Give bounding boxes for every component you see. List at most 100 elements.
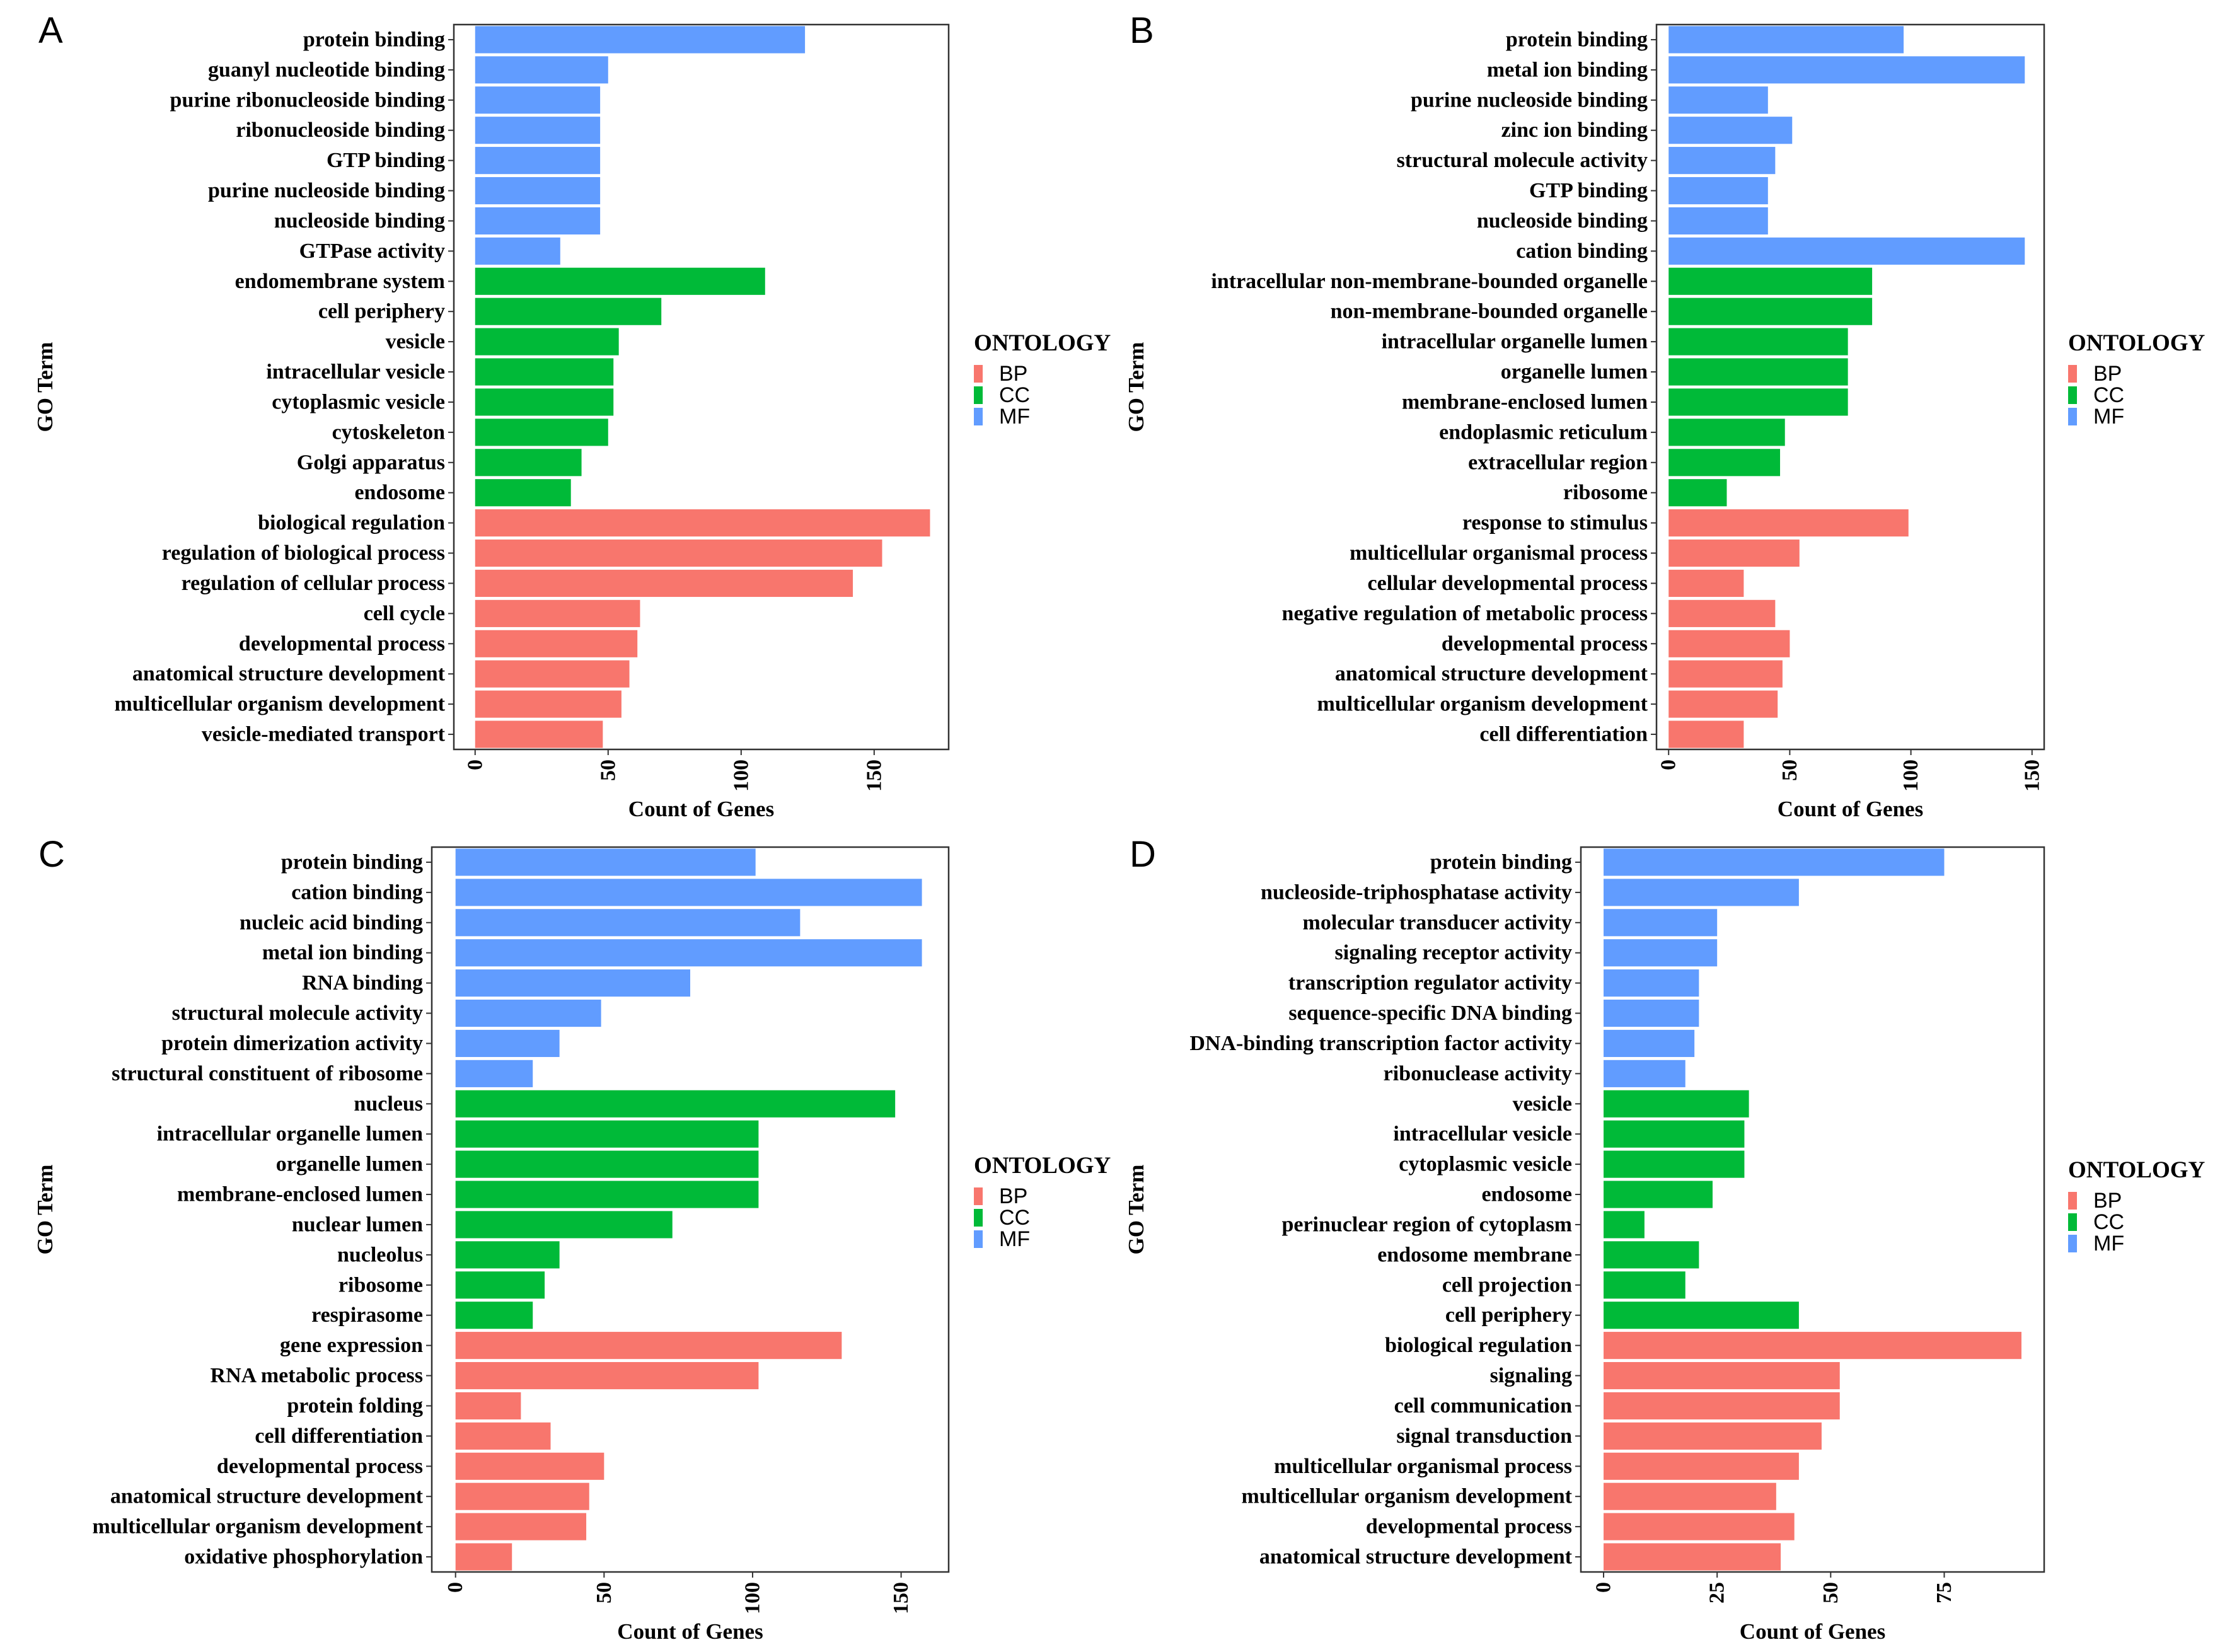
bar <box>475 509 930 537</box>
go-term-label: cation binding <box>1516 240 1648 263</box>
legend-key-bp <box>2068 365 2077 383</box>
go-term-label: intracellular organelle lumen <box>157 1123 424 1146</box>
go-term-label: cell cycle <box>364 602 445 625</box>
go-term-label: structural molecule activity <box>172 1002 423 1025</box>
bar <box>1604 1120 1745 1148</box>
bar <box>455 1482 589 1510</box>
x-tick-label: 50 <box>1778 760 1801 781</box>
bar <box>455 1150 759 1178</box>
go-term-label: purine nucleoside binding <box>208 179 445 202</box>
go-term-label: endoplasmic reticulum <box>1439 420 1648 444</box>
go-term-label: GTP binding <box>1529 179 1648 202</box>
x-tick-label: 50 <box>1819 1582 1842 1603</box>
legend-key-cc <box>974 386 983 404</box>
go-term-label: multicellular organism development <box>1317 693 1648 716</box>
bar <box>1668 690 1778 718</box>
x-tick-label: 100 <box>729 760 753 792</box>
bar <box>455 1452 604 1480</box>
bar <box>1604 1211 1645 1239</box>
y-axis-title: GO Term <box>1124 1165 1148 1255</box>
bar <box>1604 1422 1822 1450</box>
x-tick-label: 75 <box>1933 1582 1956 1603</box>
go-term-label: gene expression <box>280 1334 423 1357</box>
go-term-label: respirasome <box>311 1303 423 1327</box>
go-term-label: ribosome <box>1563 481 1648 504</box>
panel-label: B <box>1130 10 1154 51</box>
legend-key-cc <box>2068 1213 2077 1231</box>
x-tick-label: 0 <box>1592 1582 1616 1593</box>
bar <box>455 879 922 906</box>
bar <box>475 267 765 295</box>
bar <box>1604 999 1699 1027</box>
go-term-label: guanyl nucleotide binding <box>208 58 445 81</box>
bar <box>455 1513 587 1540</box>
go-term-label: nucleoside binding <box>274 209 445 233</box>
legend-label: CC <box>999 1206 1030 1230</box>
bar <box>1604 1452 1799 1480</box>
go-term-label: endosome <box>354 481 445 504</box>
bar <box>455 1422 551 1450</box>
bar <box>1668 86 1768 114</box>
go-term-label: GTP binding <box>327 149 445 172</box>
bar <box>475 147 601 175</box>
legend-key-cc <box>974 1209 983 1227</box>
legend-label: MF <box>999 1227 1030 1251</box>
go-term-label: response to stimulus <box>1462 511 1648 534</box>
go-term-label: sequence-specific DNA binding <box>1288 1002 1572 1025</box>
go-term-label: intracellular organelle lumen <box>1382 330 1648 354</box>
x-tick-label: 25 <box>1706 1582 1729 1603</box>
x-axis-title: Count of Genes <box>1740 1619 1885 1644</box>
go-term-label: nuclear lumen <box>292 1213 423 1236</box>
bar <box>475 328 619 355</box>
legend-label: CC <box>999 383 1030 407</box>
bar <box>455 909 801 937</box>
bar <box>455 1090 896 1118</box>
bar <box>1668 539 1800 567</box>
x-tick-label: 50 <box>596 760 620 781</box>
x-tick-label: 100 <box>741 1582 764 1614</box>
go-term-label: cell projection <box>1442 1273 1572 1297</box>
go-term-label: endosome <box>1481 1183 1572 1206</box>
go-term-label: endomembrane system <box>235 270 445 293</box>
go-term-label: intracellular vesicle <box>266 361 445 384</box>
y-axis-title: GO Term <box>33 342 57 432</box>
bar <box>1604 1029 1695 1058</box>
plot-border <box>1580 846 2045 1573</box>
bar <box>455 848 756 876</box>
x-axis-title: Count of Genes <box>628 797 774 821</box>
go-term-label: ribonucleoside binding <box>236 118 445 142</box>
go-term-label: ribonuclease activity <box>1384 1062 1572 1085</box>
bar <box>455 1302 533 1329</box>
legend-title: ONTOLOGY <box>974 330 1111 356</box>
bar <box>1668 26 1904 54</box>
y-axis-title: GO Term <box>33 1165 57 1255</box>
bar <box>475 569 853 598</box>
x-tick-label: 50 <box>593 1582 616 1603</box>
go-term-label: membrane-enclosed lumen <box>1402 390 1648 413</box>
bar <box>475 419 608 446</box>
go-term-label: oxidative phosphorylation <box>184 1545 423 1569</box>
plot-border <box>453 23 950 751</box>
go-term-label: developmental process <box>1442 632 1648 656</box>
bar <box>455 1332 842 1360</box>
legend-key-mf <box>2068 408 2077 425</box>
x-tick-label: 0 <box>444 1582 467 1593</box>
bar <box>455 999 601 1027</box>
legend-label: CC <box>2093 1210 2124 1234</box>
go-term-label: cellular developmental process <box>1368 572 1648 595</box>
bar <box>475 720 603 748</box>
x-tick-label: 150 <box>2020 760 2044 792</box>
go-term-label: nucleic acid binding <box>240 911 423 934</box>
go-term-label: signaling receptor activity <box>1335 941 1572 964</box>
go-term-label: signal transduction <box>1396 1424 1572 1448</box>
legend-label: MF <box>999 405 1030 429</box>
bar <box>1604 969 1699 997</box>
bar <box>475 599 640 627</box>
x-tick-label: 150 <box>889 1582 913 1614</box>
x-tick-label: 100 <box>1899 760 1923 792</box>
bar <box>1668 207 1768 235</box>
bar <box>455 1060 533 1087</box>
